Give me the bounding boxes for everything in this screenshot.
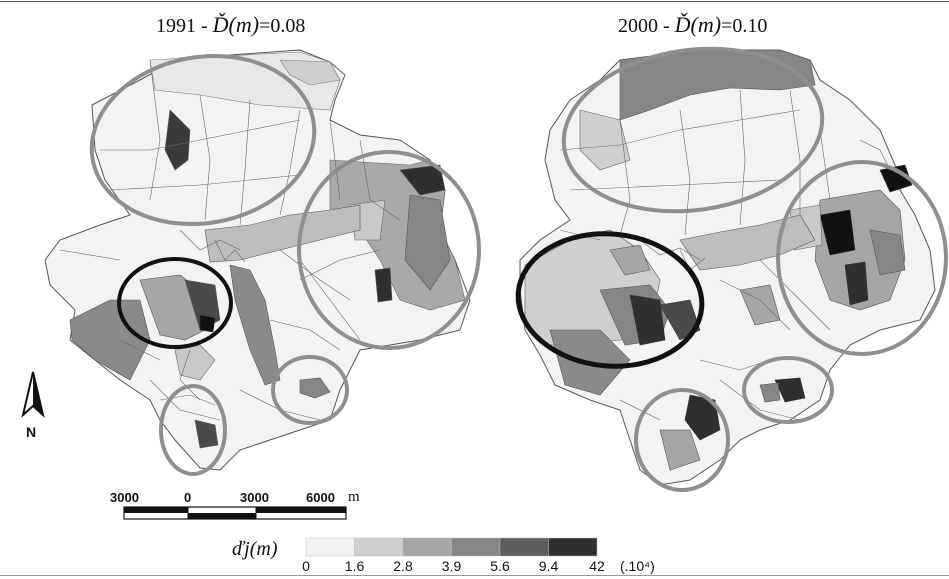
cluster-circle-north	[89, 53, 317, 227]
legend-swatch	[402, 537, 452, 557]
scale-bar	[123, 506, 347, 520]
map-title-2000: 2000 - Ď(m)=0.10	[618, 12, 767, 38]
title-separator: -	[658, 15, 675, 37]
cluster-circle-east	[297, 150, 481, 350]
legend-tick-label: 5.6	[490, 558, 510, 574]
cluster-circle-east	[776, 160, 948, 356]
top-rule	[0, 1, 949, 2]
legend-swatch	[305, 537, 355, 557]
cluster-circle-north	[561, 46, 825, 214]
scale-label: 3000	[240, 490, 269, 505]
cluster-circle-west	[117, 257, 233, 349]
cluster-circle-southeast	[742, 356, 834, 424]
north-arrow-icon	[21, 371, 45, 418]
legend-tick-label: 42	[589, 558, 605, 574]
legend-swatch	[548, 537, 598, 557]
scale-label: 0	[184, 490, 192, 505]
title-separator: -	[196, 15, 213, 37]
map-1991	[44, 49, 481, 476]
legend-tick-label: 0	[302, 558, 310, 574]
cluster-circle-southeast	[271, 355, 349, 425]
legend-colorbar	[305, 537, 598, 557]
map-title-year: 1991	[156, 15, 196, 37]
map-title-value: =0.08	[259, 15, 306, 37]
legend-tick-label: 2.8	[393, 558, 413, 574]
map-2000	[515, 46, 948, 492]
legend-unit: (.10⁴)	[620, 558, 655, 574]
legend-tick-label: 9.4	[538, 558, 559, 574]
legend-variable-label: ďj(m)	[232, 538, 278, 560]
legend-swatch	[354, 537, 404, 557]
map-title-value: =0.10	[721, 15, 768, 37]
scale-unit: m	[348, 489, 360, 505]
map-title-year: 2000	[618, 15, 658, 37]
legend-tick-label: 1.6	[344, 558, 365, 574]
cluster-circle-south	[159, 384, 227, 476]
bottom-rule	[0, 575, 949, 576]
legend-swatch	[451, 537, 501, 557]
legend-swatch	[499, 537, 549, 557]
map-title-function: Ď(m)	[674, 12, 722, 37]
cluster-circle-west	[515, 231, 705, 369]
map-title-1991: 1991 - Ď(m)=0.08	[156, 12, 305, 38]
legend-tick-label: 3.9	[441, 558, 462, 574]
map-title-function: Ď(m)	[212, 12, 260, 37]
scale-label: 6000	[306, 490, 335, 505]
scale-label: 3000	[110, 490, 139, 505]
cluster-circle-south	[634, 388, 730, 492]
north-label: N	[26, 424, 37, 440]
